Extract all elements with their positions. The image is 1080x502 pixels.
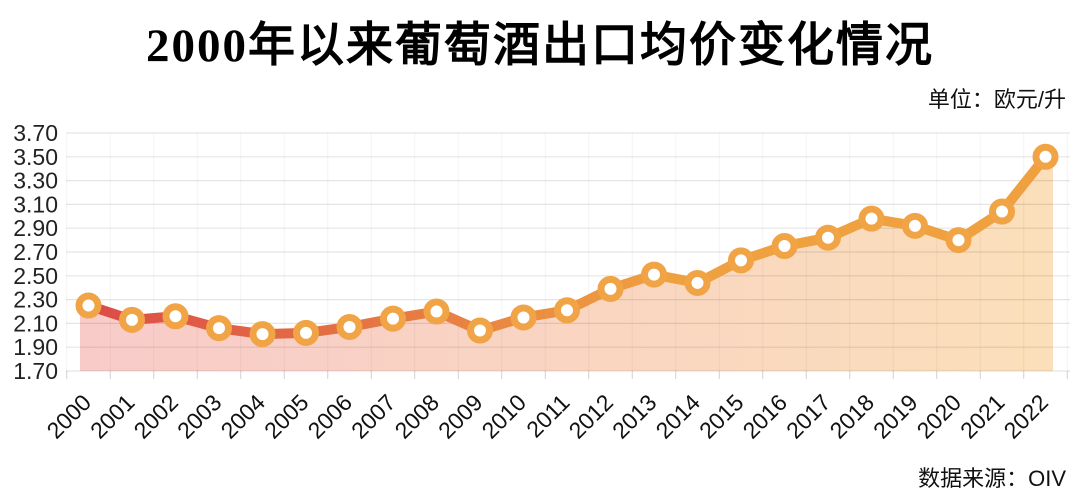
y-axis-tick-label: 3.50 <box>13 144 58 170</box>
x-axis-tick-label: 2000 <box>41 389 96 444</box>
x-axis-tick-label: 2004 <box>215 389 270 444</box>
x-axis-tick-label: 2016 <box>737 389 792 444</box>
data-source-label: 数据来源：OIV <box>918 466 1066 491</box>
x-axis-tick-label: 2021 <box>955 389 1010 444</box>
x-axis-tick-label: 2005 <box>259 389 314 444</box>
data-point-2019 <box>902 212 928 239</box>
x-axis-tick-label: 2014 <box>650 389 705 444</box>
area-fill <box>80 156 1053 371</box>
data-point-2012 <box>597 275 624 302</box>
data-point-2004 <box>249 321 276 348</box>
y-axis-tick-label: 1.70 <box>13 358 58 384</box>
unit-label: 单位：欧元/升 <box>927 87 1066 112</box>
data-point-2003 <box>206 315 232 342</box>
data-point-2005 <box>293 319 319 346</box>
x-axis-tick-label: 2015 <box>694 389 749 444</box>
data-point-2017 <box>815 224 841 251</box>
x-axis-tick-label: 2001 <box>85 389 140 444</box>
page-title: 2000年以来葡萄酒出口均价变化情况 <box>146 20 934 72</box>
data-point-2020 <box>945 227 972 254</box>
data-point-2008 <box>423 298 450 325</box>
x-axis-tick-label: 2008 <box>389 389 444 444</box>
y-axis-tick-label: 3.70 <box>13 120 58 146</box>
data-point-2006 <box>336 313 363 340</box>
data-point-2001 <box>119 306 145 333</box>
x-axis-tick-label: 2002 <box>128 389 183 444</box>
data-point-2002 <box>162 303 189 330</box>
x-axis-tick-label: 2012 <box>563 389 618 444</box>
y-axis-tick-label: 2.90 <box>13 215 58 241</box>
x-axis-tick-label: 2009 <box>433 389 488 444</box>
data-point-2018 <box>858 205 885 232</box>
data-point-2011 <box>554 297 580 324</box>
y-axis-tick-label: 2.10 <box>13 310 58 336</box>
x-axis-tick-label: 2019 <box>868 389 923 444</box>
x-axis-tick-label: 2022 <box>998 389 1053 444</box>
data-point-2009 <box>467 317 493 344</box>
data-point-2000 <box>75 292 102 319</box>
y-axis-tick-label: 1.90 <box>13 334 58 360</box>
data-point-2021 <box>989 198 1015 225</box>
x-axis-tick-label: 2010 <box>476 389 531 444</box>
data-point-2015 <box>728 247 754 274</box>
y-axis-tick-label: 3.30 <box>13 168 58 194</box>
y-axis-tick-label: 3.10 <box>13 191 58 217</box>
data-point-2016 <box>771 233 798 260</box>
x-axis-tick-label: 2020 <box>911 389 966 444</box>
x-axis-tick-label: 2018 <box>824 389 879 444</box>
x-axis-tick-label: 2006 <box>302 389 357 444</box>
x-axis-tick-label: 2013 <box>607 389 662 444</box>
y-axis-tick-label: 2.50 <box>13 263 58 289</box>
x-axis-tick-label: 2011 <box>521 389 574 442</box>
data-point-2010 <box>510 304 537 331</box>
x-axis-tick-label: 2003 <box>172 389 227 444</box>
data-point-2007 <box>380 305 406 332</box>
x-axis-tick-label: 2017 <box>781 389 836 444</box>
x-axis-tick-label: 2007 <box>346 389 401 444</box>
data-point-2022 <box>1032 143 1059 170</box>
y-axis-tick-label: 2.30 <box>13 287 58 313</box>
data-point-2013 <box>641 261 667 288</box>
data-point-2014 <box>684 269 711 296</box>
y-axis-tick-label: 2.70 <box>13 239 58 265</box>
